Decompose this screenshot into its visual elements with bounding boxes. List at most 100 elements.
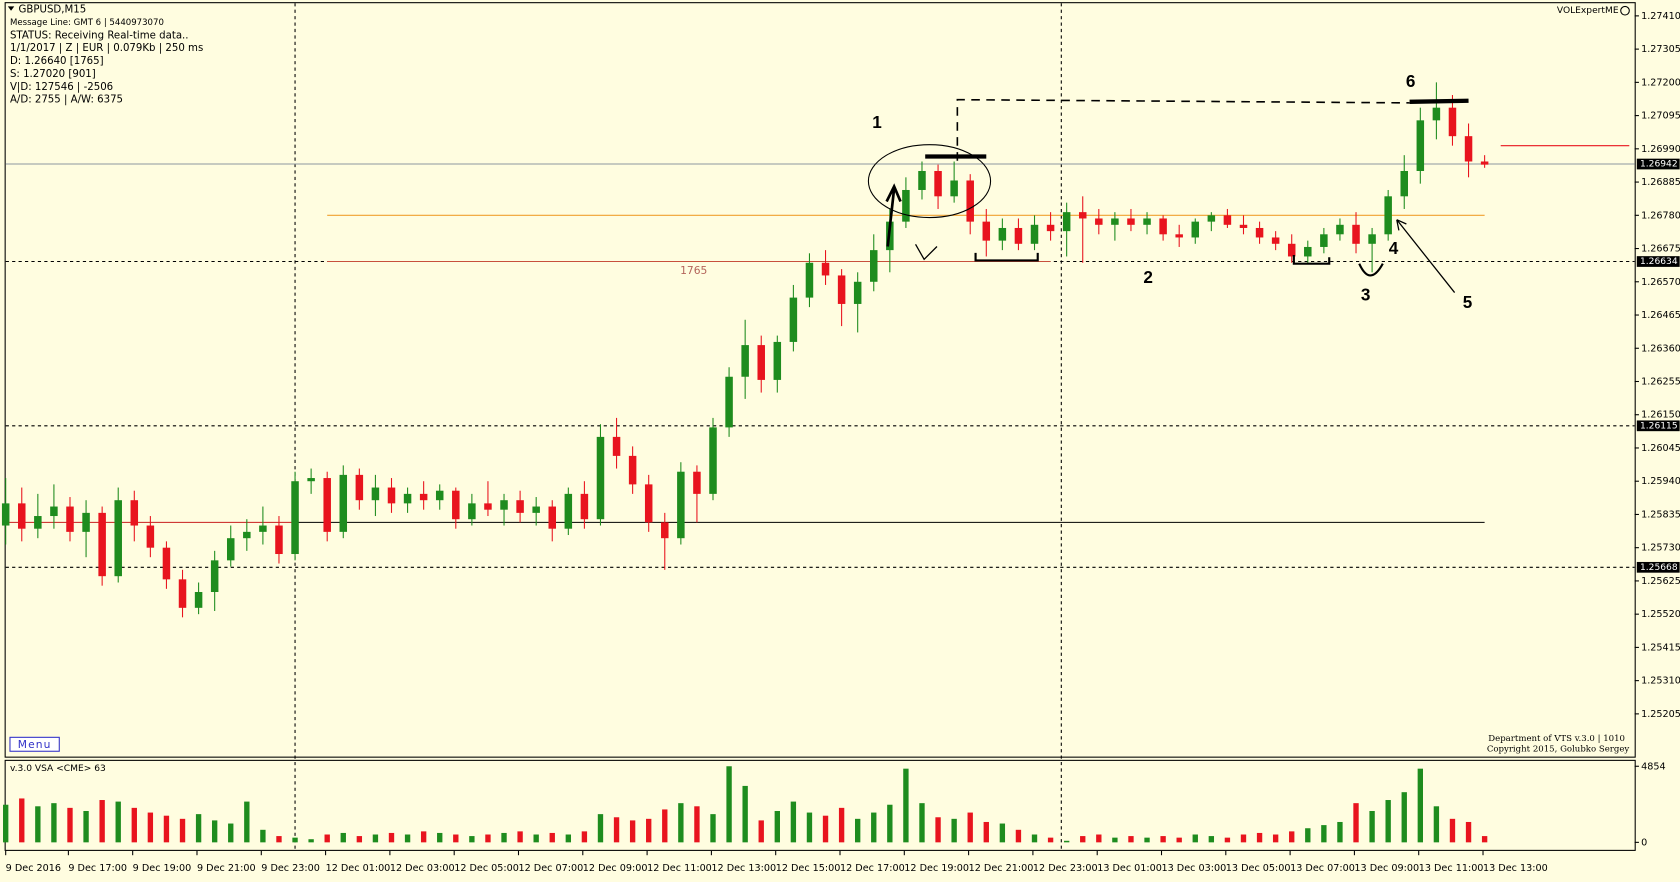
y-tick-label: 1.25625 bbox=[1641, 576, 1680, 587]
volume-bar bbox=[838, 807, 845, 843]
x-tick-label: 13 Dec 13:00 bbox=[1483, 863, 1548, 874]
candle-body bbox=[307, 478, 315, 482]
y-tick-label: 1.26150 bbox=[1641, 410, 1680, 421]
x-tick-label: 9 Dec 17:00 bbox=[68, 863, 127, 874]
candle-body bbox=[628, 455, 637, 485]
candle-body bbox=[870, 250, 878, 282]
x-tick-label: 12 Dec 11:00 bbox=[647, 863, 712, 874]
menu-button[interactable] bbox=[9, 736, 60, 752]
info-panel: GBPUSD,M15 Message Line: GMT 6 | 5440973… bbox=[7, 5, 203, 106]
candle-body bbox=[612, 436, 621, 456]
volume-bar bbox=[372, 834, 379, 843]
collapse-icon[interactable] bbox=[7, 6, 15, 11]
candle-body bbox=[1127, 218, 1135, 225]
volume-bar bbox=[1112, 837, 1118, 843]
volume-bar bbox=[83, 810, 89, 843]
candle-body bbox=[1239, 224, 1248, 228]
volume-tick-label: 0 bbox=[1641, 837, 1647, 848]
candle-body bbox=[98, 512, 106, 577]
volume-bar bbox=[935, 817, 941, 843]
x-tick-label: 12 Dec 03:00 bbox=[390, 863, 455, 874]
info-line: S: 1.27020 [901] bbox=[10, 69, 96, 80]
candle-body bbox=[966, 180, 974, 222]
volume-bar bbox=[1337, 821, 1343, 843]
candle-body bbox=[435, 490, 444, 501]
candle-body bbox=[1480, 161, 1489, 165]
y-tick-label: 1.26780 bbox=[1641, 210, 1680, 221]
volume-bar bbox=[678, 803, 684, 843]
candle-body bbox=[1287, 243, 1296, 257]
volume-bar bbox=[469, 836, 475, 843]
price-label-box bbox=[1636, 256, 1680, 267]
volume-bar bbox=[1401, 792, 1407, 843]
candle-body bbox=[500, 500, 508, 510]
volume-bar bbox=[1433, 806, 1440, 843]
candle-body bbox=[709, 427, 717, 494]
annotation: 1 bbox=[872, 112, 882, 132]
candle-body bbox=[805, 262, 814, 298]
x-tick-label: 12 Dec 19:00 bbox=[904, 863, 969, 874]
volume-bar bbox=[437, 832, 443, 843]
candle-body bbox=[934, 170, 942, 197]
candle-body bbox=[1384, 196, 1392, 235]
volume-bar bbox=[1305, 828, 1311, 843]
brand-icon[interactable] bbox=[1620, 5, 1630, 16]
volume-bar bbox=[1272, 834, 1279, 843]
candle-body bbox=[741, 345, 749, 377]
dashed-drawing bbox=[956, 98, 1410, 161]
volume-bar bbox=[211, 820, 218, 843]
candle-body bbox=[644, 484, 653, 523]
candle-body bbox=[339, 474, 348, 532]
y-tick-label: 1.26675 bbox=[1641, 244, 1680, 255]
candle-body bbox=[226, 538, 235, 561]
candle-body bbox=[243, 531, 251, 539]
volume-title: v.3.0 VSA <CME> 63 bbox=[10, 764, 106, 774]
volume-bar bbox=[662, 809, 668, 843]
info-line: D: 1.26640 [1765] bbox=[10, 56, 104, 67]
x-tick-label: 12 Dec 17:00 bbox=[840, 863, 905, 874]
candle-body bbox=[1432, 107, 1441, 121]
candle-body bbox=[1014, 227, 1023, 244]
volume-bar bbox=[308, 839, 314, 843]
price-label-box bbox=[1636, 561, 1680, 573]
candle-body bbox=[484, 503, 492, 510]
volume-bar bbox=[356, 836, 363, 843]
candle-body bbox=[130, 500, 139, 526]
candle-body bbox=[1095, 218, 1103, 225]
candle-body bbox=[1320, 234, 1328, 247]
volume-bar bbox=[887, 804, 893, 843]
volume-bar bbox=[1465, 821, 1472, 843]
y-tick-label: 1.25520 bbox=[1641, 609, 1680, 620]
volume-bar bbox=[1321, 825, 1327, 843]
brand: VOLExpertME bbox=[1557, 6, 1619, 16]
volume-bar bbox=[581, 831, 588, 843]
candle-body bbox=[323, 478, 331, 532]
price-label: 1.25668 bbox=[1640, 563, 1678, 573]
candles bbox=[1, 82, 1489, 618]
volume-bar bbox=[1063, 840, 1070, 843]
volume-bar bbox=[485, 834, 491, 843]
volume-bar bbox=[822, 815, 829, 843]
candle-body bbox=[1207, 215, 1216, 222]
menu-label[interactable]: Menu bbox=[18, 738, 52, 751]
volume-bar bbox=[404, 834, 411, 843]
y-tick-label: 1.27410 bbox=[1641, 11, 1680, 22]
volume-bar bbox=[244, 801, 250, 843]
y-tick-label: 1.26045 bbox=[1641, 443, 1680, 454]
volume-bar bbox=[1128, 836, 1134, 843]
candle-body bbox=[1255, 227, 1264, 238]
y-tick-label: 1.25835 bbox=[1641, 509, 1680, 520]
volume-bar bbox=[1208, 836, 1215, 843]
volume-bar bbox=[1096, 834, 1102, 843]
volume-bar bbox=[1289, 831, 1295, 843]
candle-body bbox=[403, 493, 412, 504]
volume-bar bbox=[67, 807, 73, 843]
arrow-drawing bbox=[1396, 219, 1456, 293]
candle-body bbox=[18, 503, 26, 529]
candle-body bbox=[1352, 224, 1360, 244]
x-tick-label: 12 Dec 21:00 bbox=[969, 863, 1034, 874]
volume-bar bbox=[51, 803, 57, 843]
y-tick-label: 1.25310 bbox=[1641, 676, 1680, 687]
candle-body bbox=[548, 506, 557, 529]
